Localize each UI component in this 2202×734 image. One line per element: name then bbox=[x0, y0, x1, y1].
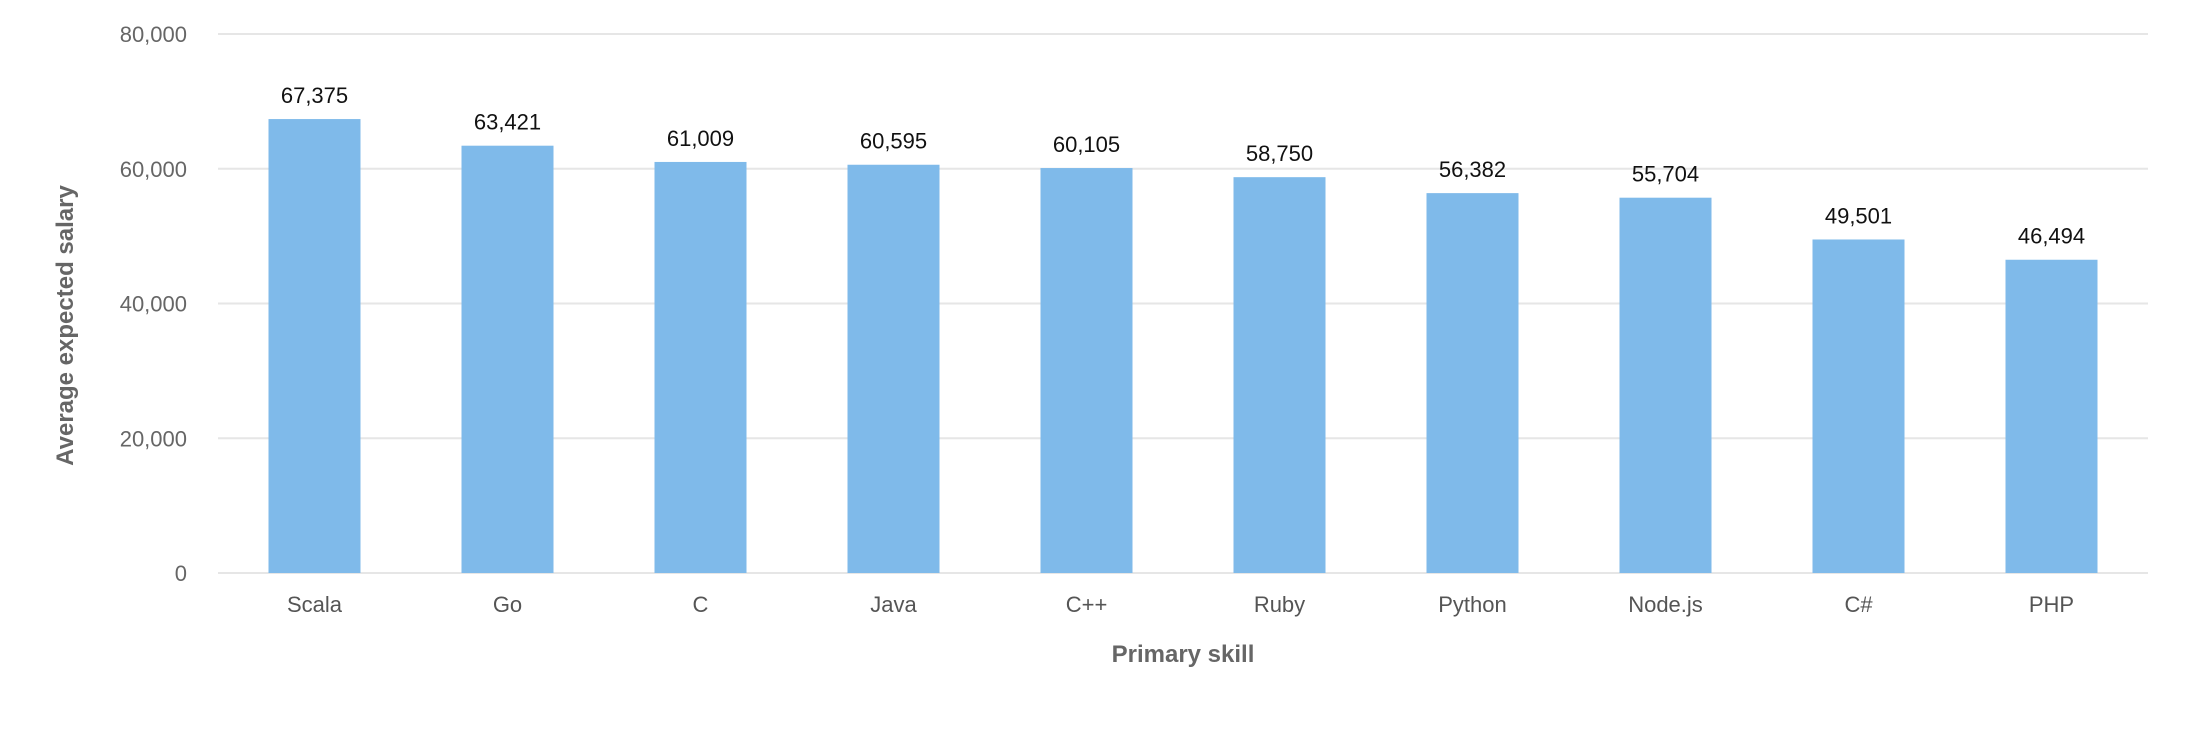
data-label: 49,501 bbox=[1825, 203, 1892, 228]
bars bbox=[268, 119, 2098, 574]
data-label: 67,375 bbox=[281, 83, 348, 108]
x-tick-label: C# bbox=[1844, 592, 1873, 617]
y-axis-title: Average expected salary bbox=[52, 185, 79, 466]
x-tick-label: C bbox=[693, 592, 709, 617]
x-axis-title: Primary skill bbox=[1112, 641, 1255, 668]
data-label: 60,105 bbox=[1053, 132, 1120, 157]
bar-scala bbox=[268, 119, 361, 573]
x-tick-label: C++ bbox=[1066, 592, 1108, 617]
y-tick-label: 40,000 bbox=[120, 292, 187, 317]
bar-java bbox=[847, 164, 940, 573]
x-tick-label: Scala bbox=[287, 592, 343, 617]
bar-c- bbox=[1040, 168, 1133, 574]
data-labels: 67,375 63,421 61,009 60,595 60,105 58,750 56,3… bbox=[281, 83, 2085, 249]
bar-php bbox=[2005, 259, 2098, 573]
data-label: 63,421 bbox=[474, 110, 541, 135]
data-label: 46,494 bbox=[2018, 224, 2085, 249]
bar-go bbox=[461, 145, 554, 573]
y-axis-ticks: 0 20,000 40,000 60,000 80,000 bbox=[120, 22, 187, 586]
x-tick-label: Python bbox=[1438, 592, 1507, 617]
y-tick-label: 80,000 bbox=[120, 22, 187, 47]
y-tick-label: 60,000 bbox=[120, 157, 187, 182]
x-tick-label: Java bbox=[870, 592, 917, 617]
data-label: 55,704 bbox=[1632, 162, 1699, 187]
data-label: 61,009 bbox=[667, 126, 734, 151]
x-axis-ticks: Scala Go C Java C++ Ruby Python Node.js C# PHP bbox=[287, 592, 2074, 617]
bar-node-js bbox=[1619, 197, 1712, 573]
bar-c- bbox=[1812, 239, 1905, 574]
y-tick-label: 20,000 bbox=[120, 426, 187, 451]
data-label: 58,750 bbox=[1246, 141, 1313, 166]
x-tick-label: Ruby bbox=[1254, 592, 1305, 617]
bar-c bbox=[654, 161, 747, 574]
bar-ruby bbox=[1233, 177, 1326, 573]
x-tick-label: PHP bbox=[2029, 592, 2074, 617]
bar-python bbox=[1426, 193, 1519, 573]
y-tick-label: 0 bbox=[175, 561, 187, 586]
data-label: 60,595 bbox=[860, 129, 927, 154]
x-tick-label: Go bbox=[493, 592, 522, 617]
x-tick-label: Node.js bbox=[1628, 592, 1703, 617]
data-label: 56,382 bbox=[1439, 157, 1506, 182]
